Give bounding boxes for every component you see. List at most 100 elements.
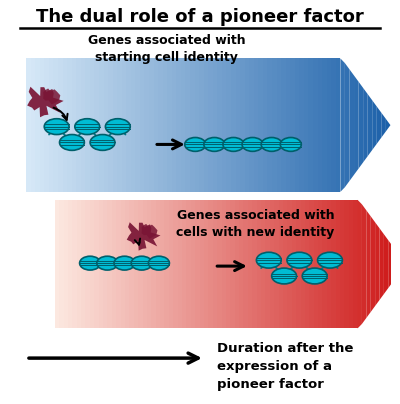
Polygon shape	[149, 58, 154, 192]
Polygon shape	[113, 58, 117, 192]
Polygon shape	[254, 58, 258, 192]
Polygon shape	[182, 200, 186, 328]
Polygon shape	[327, 200, 331, 328]
Polygon shape	[122, 58, 126, 192]
Polygon shape	[377, 107, 381, 144]
Polygon shape	[58, 58, 62, 192]
Ellipse shape	[60, 135, 84, 150]
Polygon shape	[195, 200, 200, 328]
Polygon shape	[245, 58, 249, 192]
Ellipse shape	[204, 137, 225, 152]
Polygon shape	[358, 200, 362, 328]
Polygon shape	[142, 224, 158, 239]
Polygon shape	[108, 58, 113, 192]
Polygon shape	[322, 58, 327, 192]
Polygon shape	[240, 58, 245, 192]
Polygon shape	[388, 240, 393, 288]
Ellipse shape	[75, 119, 100, 135]
Polygon shape	[208, 200, 213, 328]
Polygon shape	[27, 87, 64, 117]
Ellipse shape	[90, 135, 115, 150]
Polygon shape	[340, 200, 344, 328]
Polygon shape	[308, 58, 313, 192]
Polygon shape	[345, 63, 350, 187]
Polygon shape	[226, 58, 231, 192]
Polygon shape	[252, 200, 257, 328]
Polygon shape	[362, 204, 366, 324]
Polygon shape	[104, 58, 108, 192]
Polygon shape	[231, 58, 236, 192]
Polygon shape	[204, 200, 208, 328]
Polygon shape	[276, 58, 281, 192]
Polygon shape	[173, 200, 178, 328]
Polygon shape	[126, 58, 131, 192]
Polygon shape	[156, 200, 160, 328]
Polygon shape	[86, 200, 90, 328]
Polygon shape	[26, 58, 31, 192]
Ellipse shape	[261, 137, 282, 152]
Polygon shape	[85, 58, 90, 192]
Polygon shape	[125, 200, 129, 328]
Polygon shape	[35, 58, 40, 192]
Polygon shape	[134, 200, 138, 328]
Polygon shape	[208, 58, 213, 192]
Ellipse shape	[114, 256, 135, 270]
Polygon shape	[244, 200, 248, 328]
Polygon shape	[296, 200, 300, 328]
Polygon shape	[213, 58, 217, 192]
Polygon shape	[222, 58, 226, 192]
Polygon shape	[230, 200, 235, 328]
Polygon shape	[266, 200, 270, 328]
Polygon shape	[147, 200, 151, 328]
Polygon shape	[318, 58, 322, 192]
Polygon shape	[236, 58, 240, 192]
Polygon shape	[353, 200, 358, 328]
Polygon shape	[199, 58, 204, 192]
Polygon shape	[340, 58, 345, 192]
Polygon shape	[54, 58, 58, 192]
Ellipse shape	[131, 256, 152, 270]
Polygon shape	[248, 200, 252, 328]
Polygon shape	[336, 58, 340, 192]
Polygon shape	[222, 200, 226, 328]
Polygon shape	[144, 58, 149, 192]
Polygon shape	[164, 200, 169, 328]
Polygon shape	[138, 200, 142, 328]
Polygon shape	[204, 58, 208, 192]
Polygon shape	[99, 58, 104, 192]
Ellipse shape	[272, 268, 296, 284]
Polygon shape	[72, 200, 77, 328]
Polygon shape	[268, 58, 272, 192]
Polygon shape	[381, 113, 386, 137]
Polygon shape	[195, 58, 199, 192]
Polygon shape	[142, 200, 147, 328]
Polygon shape	[68, 200, 72, 328]
Polygon shape	[258, 58, 263, 192]
Polygon shape	[178, 200, 182, 328]
Polygon shape	[40, 58, 44, 192]
Text: The dual role of a pioneer factor: The dual role of a pioneer factor	[36, 8, 364, 26]
Polygon shape	[272, 58, 276, 192]
Polygon shape	[217, 200, 222, 328]
Ellipse shape	[44, 119, 69, 135]
Polygon shape	[120, 200, 125, 328]
Polygon shape	[135, 58, 140, 192]
Text: Genes associated with
cells with new identity: Genes associated with cells with new ide…	[176, 209, 334, 239]
Polygon shape	[117, 58, 122, 192]
Polygon shape	[304, 58, 308, 192]
Polygon shape	[292, 200, 296, 328]
Polygon shape	[90, 58, 94, 192]
Polygon shape	[76, 58, 81, 192]
Polygon shape	[103, 200, 108, 328]
Polygon shape	[116, 200, 120, 328]
Polygon shape	[305, 200, 309, 328]
Ellipse shape	[318, 252, 342, 268]
Polygon shape	[286, 58, 290, 192]
Polygon shape	[235, 200, 239, 328]
Polygon shape	[190, 58, 195, 192]
Polygon shape	[81, 58, 85, 192]
Polygon shape	[81, 200, 86, 328]
Polygon shape	[158, 58, 163, 192]
Polygon shape	[300, 200, 305, 328]
Polygon shape	[354, 76, 358, 175]
